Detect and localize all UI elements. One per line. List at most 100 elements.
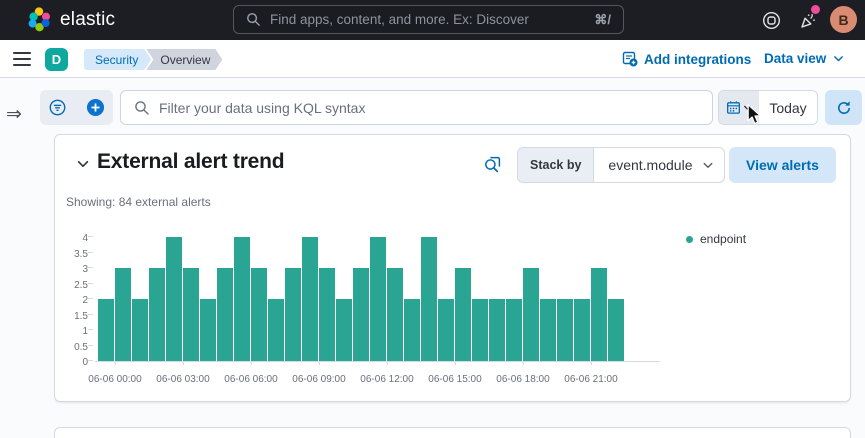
chart-bar[interactable] (268, 299, 284, 361)
legend-dot (686, 235, 693, 243)
kql-filter-input[interactable] (159, 91, 699, 124)
x-axis-label: 06-06 18:00 (496, 374, 550, 385)
add-integrations-icon (622, 51, 638, 67)
y-axis-label: 3.5 (74, 248, 88, 260)
chart-bar[interactable] (387, 268, 403, 361)
chart-bar[interactable] (336, 299, 352, 361)
add-filter-icon[interactable] (78, 90, 113, 125)
chart-bar[interactable] (455, 268, 471, 361)
filter-icon[interactable] (40, 90, 75, 125)
elastic-logo (28, 7, 50, 32)
chart-bar[interactable] (132, 299, 148, 361)
chart-bar[interactable] (523, 268, 539, 361)
chart-bar[interactable] (115, 268, 131, 361)
calendar-button[interactable] (719, 91, 759, 124)
breadcrumb: Security Overview (84, 49, 222, 70)
refresh-icon (837, 100, 850, 114)
chart-bar[interactable] (200, 299, 216, 361)
chart-bar[interactable] (234, 237, 250, 361)
x-axis-label: 06-06 21:00 (564, 374, 618, 385)
add-integrations-link[interactable]: Add integrations (622, 51, 751, 67)
menu-icon[interactable] (13, 52, 31, 66)
kql-filter-box[interactable] (120, 90, 713, 125)
stack-by-control: Stack by event.module (517, 147, 726, 183)
legend-label: endpoint (700, 232, 747, 246)
legend-item-endpoint[interactable]: endpoint (686, 232, 746, 246)
inspect-icon[interactable] (484, 156, 501, 173)
chart-bar[interactable] (251, 268, 267, 361)
chart-bar[interactable] (166, 237, 182, 361)
global-search-input[interactable] (270, 6, 570, 33)
x-axis-label: 06-06 12:00 (360, 374, 414, 385)
user-avatar[interactable]: B (830, 6, 857, 33)
chart-bar[interactable] (149, 268, 165, 361)
refresh-button[interactable] (825, 90, 862, 125)
y-axis-label: 2.5 (74, 279, 88, 291)
chart-bar[interactable] (540, 299, 556, 361)
collapse-chevron-icon[interactable] (76, 157, 90, 171)
x-axis-label: 06-06 15:00 (428, 374, 482, 385)
stack-by-select[interactable]: event.module (608, 157, 693, 173)
add-integrations-label: Add integrations (644, 51, 752, 67)
alert-count-subtitle: Showing: 84 external alerts (66, 195, 211, 209)
chart-bar[interactable] (98, 299, 114, 361)
chart-bar[interactable] (421, 237, 437, 361)
y-axis-label: 3 (82, 264, 88, 275)
search-icon (135, 101, 149, 115)
x-axis-label: 06-06 09:00 (292, 374, 346, 385)
next-panel (54, 427, 851, 438)
y-axis-label: 0.5 (74, 341, 88, 353)
global-search-box[interactable]: ⌘/ (233, 5, 624, 34)
chart-bar[interactable] (438, 299, 454, 361)
chevron-down-icon[interactable] (702, 148, 724, 182)
top-header-bar: elastic ⌘/ B (0, 0, 865, 40)
chart-bar[interactable] (302, 237, 318, 361)
chart-plot (88, 236, 660, 365)
notification-dot (811, 5, 820, 14)
chart-bar[interactable] (489, 299, 505, 361)
chevron-down-icon (744, 105, 751, 110)
chart-bar[interactable] (574, 299, 590, 361)
chart-bar[interactable] (353, 268, 369, 361)
brand-name: elastic (60, 8, 116, 30)
y-axis-label: 1 (82, 326, 88, 337)
chart-bar[interactable] (608, 299, 624, 361)
chart-bar[interactable] (370, 237, 386, 361)
data-view-selector[interactable]: Data view (764, 51, 845, 66)
x-axis-label: 06-06 00:00 (88, 374, 142, 385)
view-alerts-button[interactable]: View alerts (729, 147, 836, 183)
x-axis-label: 06-06 03:00 (156, 374, 210, 385)
chart-bar[interactable] (183, 268, 199, 361)
help-icon[interactable] (762, 11, 781, 30)
chart-bar[interactable] (557, 299, 573, 361)
search-shortcut-hint: ⌘/ (594, 12, 611, 27)
filter-set-group (40, 90, 113, 125)
date-picker: Today (718, 90, 818, 125)
today-button[interactable]: Today (759, 91, 817, 124)
data-view-label: Data view (764, 51, 827, 66)
chart-bar[interactable] (217, 268, 233, 361)
chart-bar[interactable] (285, 268, 301, 361)
breadcrumb-security[interactable]: Security (84, 49, 151, 70)
search-icon (247, 13, 260, 26)
chart-bar[interactable] (506, 299, 522, 361)
breadcrumb-overview[interactable]: Overview (146, 49, 222, 70)
space-avatar[interactable]: D (45, 48, 68, 71)
newsfeed-icon[interactable] (799, 11, 818, 30)
chart-bar[interactable] (404, 299, 420, 361)
y-axis-label: 4 (82, 233, 88, 244)
y-axis-label: 1.5 (74, 310, 88, 322)
chart-bar[interactable] (591, 268, 607, 361)
chart-x-axis: 06-06 00:00 06-06 03:00 06-06 06:00 06-06 0… (88, 374, 695, 388)
chart-y-axis: 0 0.5 1 1.5 2 2.5 3 3.5 4 (58, 233, 88, 368)
x-axis-label: 06-06 06:00 (224, 374, 278, 385)
stack-by-label: Stack by (518, 148, 595, 182)
y-axis-label: 2 (82, 295, 88, 306)
chart-bar[interactable] (472, 299, 488, 361)
expand-sidebar-icon[interactable]: ⇒ (6, 104, 22, 125)
chart-bar[interactable] (319, 268, 335, 361)
y-axis-label: 0 (82, 357, 88, 368)
elastic-home[interactable]: elastic (26, 7, 115, 32)
page-title: External alert trend (97, 150, 285, 173)
chevron-down-icon (834, 56, 844, 62)
